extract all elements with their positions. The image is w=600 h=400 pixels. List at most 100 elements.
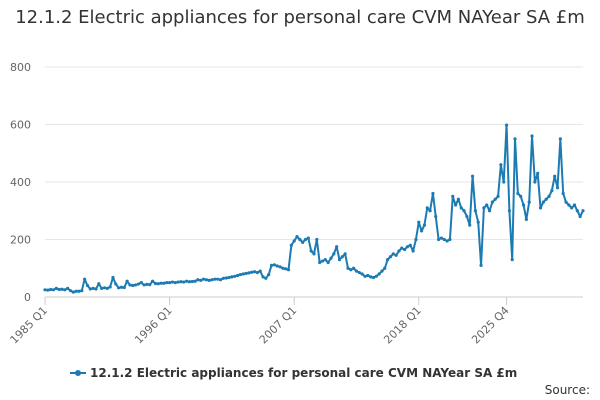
data-point[interactable]	[57, 287, 61, 292]
data-point[interactable]	[462, 209, 466, 213]
data-point[interactable]	[487, 209, 492, 213]
data-point[interactable]	[204, 278, 208, 282]
data-point[interactable]	[476, 220, 480, 224]
data-point[interactable]	[434, 214, 438, 219]
data-point[interactable]	[264, 276, 268, 280]
data-point[interactable]	[156, 282, 160, 286]
data-point[interactable]	[439, 236, 444, 240]
data-point[interactable]	[496, 194, 500, 198]
data-point[interactable]	[561, 191, 565, 196]
data-point[interactable]	[272, 263, 276, 267]
data-point[interactable]	[490, 200, 494, 204]
data-point[interactable]	[193, 279, 197, 283]
data-point[interactable]	[286, 268, 291, 272]
data-point[interactable]	[159, 281, 163, 285]
data-point[interactable]	[179, 280, 183, 284]
data-point[interactable]	[479, 263, 483, 267]
data-point[interactable]	[575, 209, 579, 213]
data-point[interactable]	[473, 209, 477, 213]
data-point[interactable]	[167, 281, 172, 285]
data-point[interactable]	[216, 277, 220, 281]
data-point[interactable]	[374, 274, 378, 278]
data-point[interactable]	[43, 288, 47, 292]
data-point[interactable]	[504, 123, 509, 127]
data-point[interactable]	[227, 275, 231, 280]
data-point[interactable]	[470, 174, 475, 178]
data-point[interactable]	[572, 203, 577, 207]
data-point[interactable]	[46, 288, 50, 292]
data-point[interactable]	[284, 267, 288, 271]
data-point[interactable]	[391, 252, 395, 256]
data-point[interactable]	[343, 252, 347, 256]
data-point[interactable]	[139, 281, 143, 285]
data-point[interactable]	[465, 214, 469, 219]
data-point[interactable]	[428, 209, 432, 213]
data-point[interactable]	[88, 287, 92, 291]
data-point[interactable]	[357, 270, 361, 275]
data-point[interactable]	[332, 252, 336, 256]
data-point[interactable]	[114, 282, 118, 286]
data-point[interactable]	[513, 137, 517, 141]
data-point[interactable]	[80, 289, 84, 293]
data-point[interactable]	[538, 206, 543, 210]
data-point[interactable]	[431, 191, 435, 196]
data-point[interactable]	[482, 206, 486, 210]
data-point[interactable]	[125, 279, 129, 283]
data-point[interactable]	[128, 283, 132, 287]
data-point[interactable]	[252, 270, 257, 274]
data-point[interactable]	[255, 270, 259, 275]
data-point[interactable]	[244, 271, 248, 276]
data-point[interactable]	[49, 287, 53, 292]
data-point[interactable]	[315, 237, 319, 242]
data-point[interactable]	[420, 229, 424, 233]
data-point[interactable]	[131, 283, 135, 288]
data-point[interactable]	[524, 217, 528, 221]
data-point[interactable]	[74, 289, 78, 293]
data-point[interactable]	[230, 275, 234, 279]
data-point[interactable]	[292, 239, 296, 243]
data-point[interactable]	[119, 285, 124, 289]
data-point[interactable]	[360, 272, 364, 276]
data-point[interactable]	[536, 171, 540, 175]
data-point[interactable]	[369, 275, 373, 279]
data-point[interactable]	[547, 194, 551, 198]
data-point[interactable]	[530, 134, 534, 138]
data-point[interactable]	[380, 269, 384, 273]
data-point[interactable]	[516, 191, 520, 196]
data-point[interactable]	[301, 240, 305, 244]
data-point[interactable]	[170, 280, 175, 284]
data-point[interactable]	[400, 246, 404, 250]
data-point[interactable]	[383, 266, 387, 270]
data-point[interactable]	[162, 281, 166, 285]
data-point[interactable]	[148, 283, 152, 287]
data-point[interactable]	[102, 286, 107, 290]
data-point[interactable]	[349, 268, 353, 272]
data-point[interactable]	[111, 275, 115, 280]
data-point[interactable]	[83, 277, 87, 281]
data-point[interactable]	[221, 276, 225, 280]
data-point[interactable]	[425, 206, 429, 210]
data-point[interactable]	[553, 174, 557, 178]
data-point[interactable]	[318, 260, 322, 265]
data-point[interactable]	[201, 277, 206, 281]
data-point[interactable]	[414, 237, 418, 242]
data-point[interactable]	[241, 272, 245, 276]
data-point[interactable]	[258, 269, 262, 273]
data-point[interactable]	[502, 180, 506, 184]
data-point[interactable]	[235, 273, 240, 278]
data-point[interactable]	[337, 258, 342, 262]
data-point[interactable]	[456, 197, 461, 201]
data-point[interactable]	[320, 259, 325, 263]
data-point[interactable]	[207, 278, 211, 282]
data-point[interactable]	[250, 270, 254, 274]
data-point[interactable]	[442, 237, 446, 242]
data-point[interactable]	[85, 283, 90, 288]
data-point[interactable]	[142, 283, 146, 287]
data-point[interactable]	[66, 286, 70, 290]
data-point[interactable]	[213, 277, 217, 281]
data-point[interactable]	[289, 243, 293, 247]
data-point[interactable]	[94, 287, 98, 291]
data-point[interactable]	[394, 253, 398, 257]
data-point[interactable]	[145, 282, 149, 286]
data-point[interactable]	[303, 237, 308, 242]
